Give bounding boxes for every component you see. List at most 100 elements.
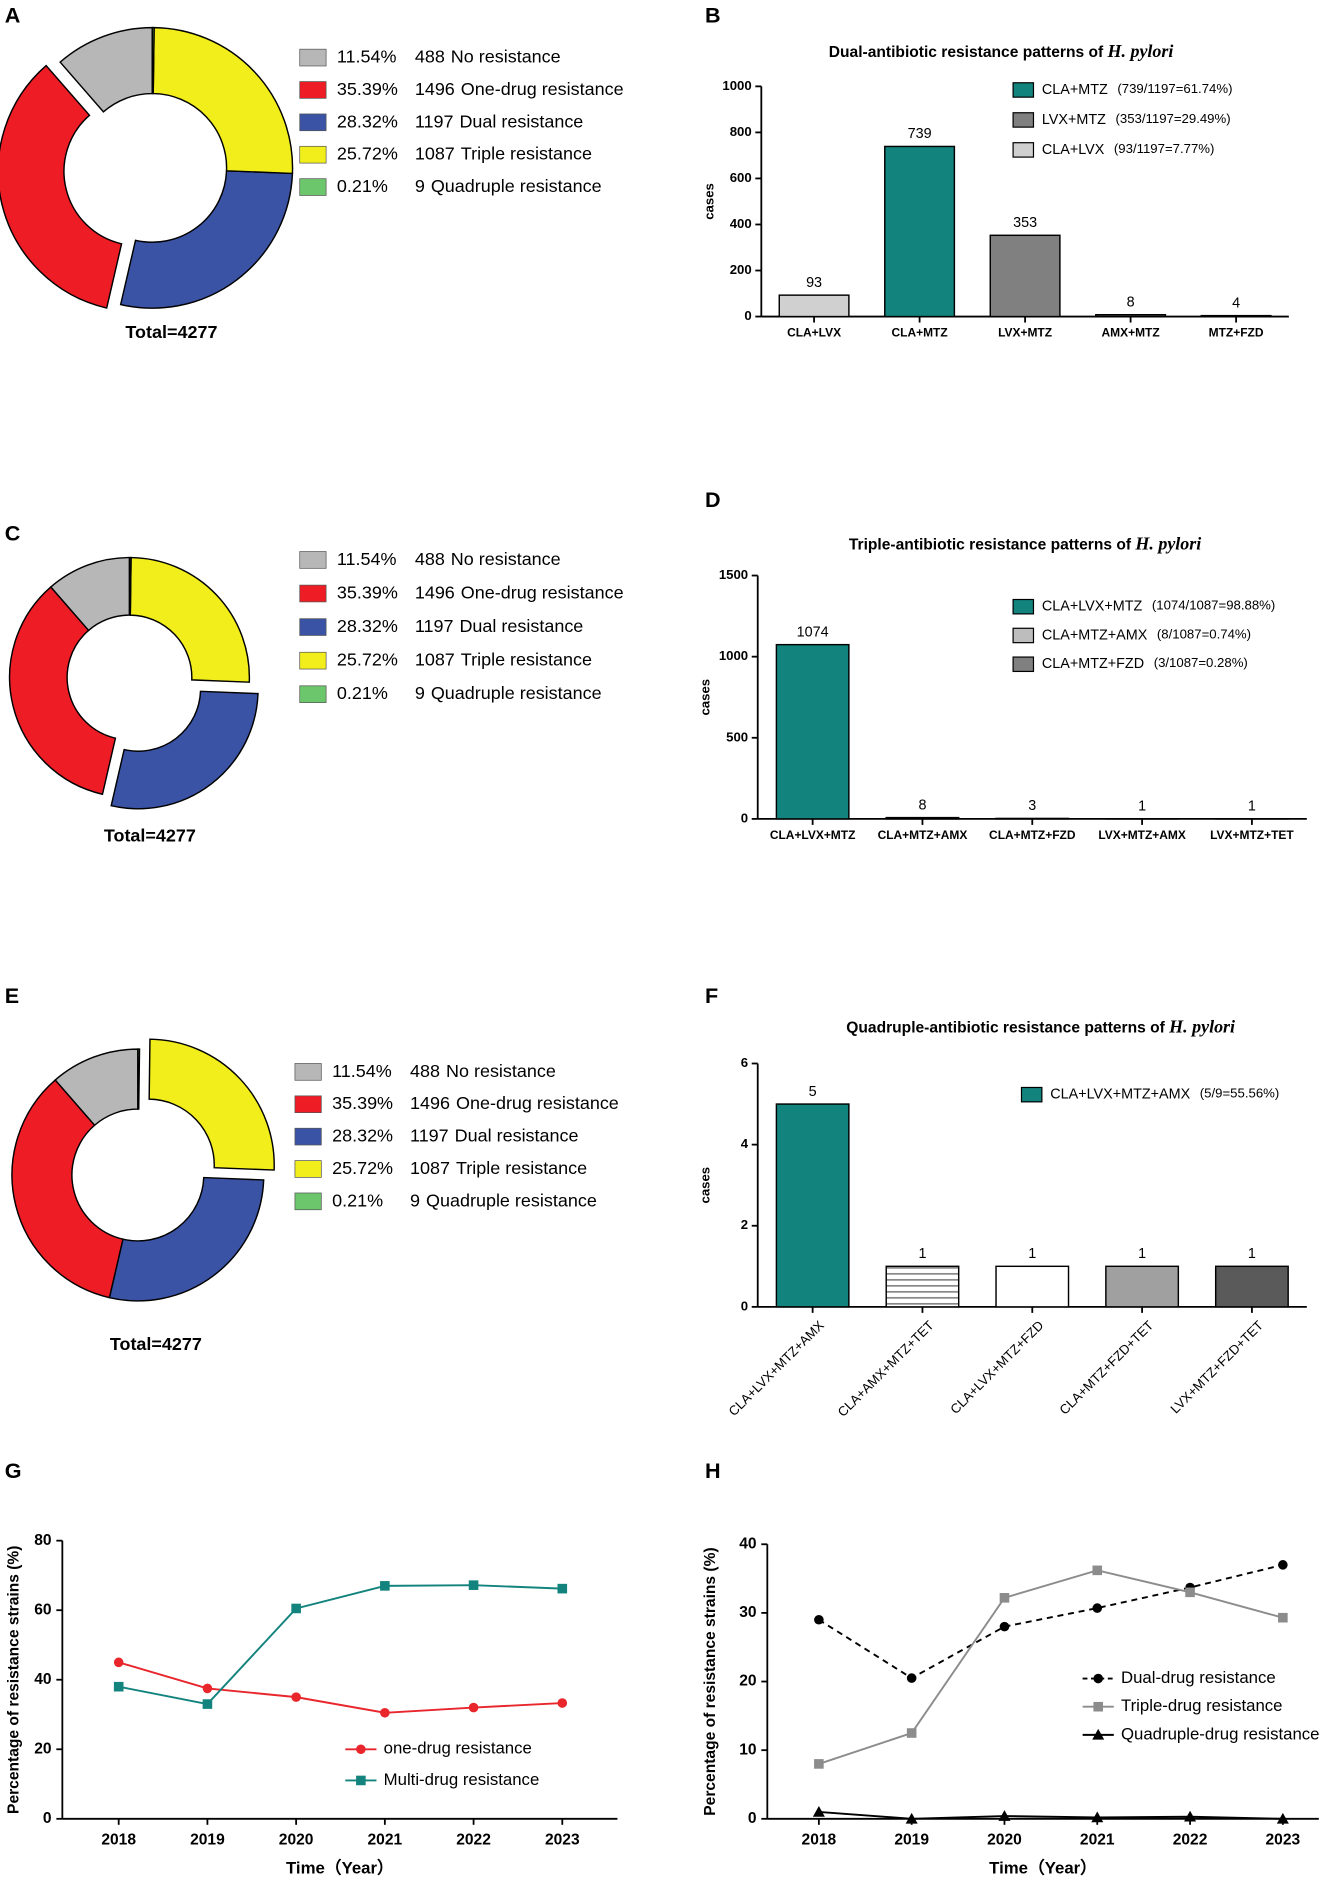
bar (884, 145, 956, 318)
donut-slice (110, 690, 259, 810)
legend-label: No resistance (451, 549, 561, 569)
legend-label: Triple resistance (461, 649, 592, 669)
legend-count: 9 (415, 176, 425, 196)
legend-note: (3/1087=0.28%) (1154, 656, 1248, 671)
legend-label: One-drug resistance (461, 79, 624, 99)
donut-slice (119, 170, 294, 309)
legend-count: 1496 (415, 582, 455, 602)
value-label: 353 (1013, 215, 1037, 231)
value-label: 3 (1028, 798, 1036, 814)
legend-count: 9 (415, 683, 425, 703)
panel-letter: H (705, 1458, 721, 1483)
legend-note: (93/1197=7.77%) (1114, 141, 1214, 156)
legend-note: (353/1197=29.49%) (1116, 111, 1231, 126)
marker (202, 1699, 213, 1709)
marker (999, 1593, 1010, 1603)
legend-swatch (1020, 1086, 1043, 1103)
legend-entry: 35.39% 1496 One-drug resistance (332, 1093, 619, 1113)
donut-slice (151, 26, 155, 95)
x-tick-label: CLA+LVX+MTZ+AMX (726, 1317, 827, 1418)
legend-swatch (1012, 112, 1035, 128)
legend-swatch (299, 81, 327, 99)
bar (885, 1265, 960, 1308)
legend-note: (739/1197=61.74%) (1117, 81, 1232, 96)
bar (775, 643, 850, 820)
bar (775, 1103, 850, 1308)
y-tick-label: 600 (730, 170, 752, 185)
marker (291, 1692, 301, 1702)
y-axis-label: Percentage of resistance strains (%) (5, 1546, 22, 1814)
legend-entry: 11.54% 488 No resistance (332, 1061, 556, 1081)
bar (989, 234, 1061, 318)
legend-entry: CLA+LVX+MTZ (1074/1087=98.88%) (1042, 598, 1275, 614)
marker (1276, 1812, 1289, 1824)
legend-count: 1496 (415, 79, 455, 99)
value-label: 8 (1127, 295, 1135, 311)
marker (557, 1583, 568, 1594)
y-tick-label: 200 (730, 262, 752, 277)
y-axis-label: cases (701, 183, 716, 220)
total-label: Total=4277 (110, 1334, 202, 1354)
y-tick-label: 20 (34, 1740, 52, 1757)
legend-count: 1087 (415, 143, 455, 163)
donut-slice (8, 586, 117, 796)
legend-entry: 35.39% 1496 One-drug resistance (337, 582, 624, 602)
legend-count: 488 (415, 549, 445, 569)
legend-entry: CLA+MTZ+AMX (8/1087=0.74%) (1042, 627, 1251, 643)
donut-slice (148, 1038, 275, 1171)
x-tick-label: MTZ+FZD (1209, 326, 1264, 340)
marker (906, 1728, 917, 1738)
legend-label: Dual resistance (459, 111, 583, 131)
legend-percent: 28.32% (332, 1125, 393, 1145)
bar (1200, 314, 1272, 318)
x-tick-label: CLA+LVX+MTZ (770, 828, 856, 842)
legend-percent: 11.54% (337, 549, 397, 569)
legend-percent: 35.39% (337, 582, 398, 602)
value-label: 1 (918, 1246, 926, 1262)
legend-swatch (1012, 627, 1035, 644)
x-tick-label: 2018 (802, 1832, 837, 1849)
marker (1091, 1811, 1104, 1823)
legend-swatch (299, 113, 327, 132)
y-tick-label: 30 (739, 1604, 757, 1621)
x-tick-label: 2019 (894, 1832, 929, 1849)
marker (999, 1621, 1010, 1632)
panel-letter: D (705, 487, 721, 512)
y-tick-label: 0 (741, 810, 748, 825)
title-text: Quadruple-antibiotic resistance patterns… (846, 1020, 1169, 1037)
legend-percent: 0.21% (332, 1190, 383, 1210)
bar (1214, 1265, 1289, 1308)
legend-entry: 11.54% 488 No resistance (337, 549, 561, 569)
y-tick-label: 1000 (719, 648, 748, 663)
legend-swatch (299, 651, 327, 670)
legend-entry: 25.72% 1087 Triple resistance (337, 143, 592, 163)
x-tick-label: CLA+MTZ+FZD (989, 828, 1076, 842)
series-line (118, 1661, 563, 1714)
legend-count: 1197 (415, 616, 454, 636)
legend-percent: 11.54% (337, 46, 397, 66)
value-label: 93 (806, 275, 822, 291)
legend-percent: 35.39% (337, 79, 398, 99)
marker (202, 1683, 213, 1694)
y-tick-label: 60 (34, 1601, 52, 1618)
value-label: 1 (1138, 799, 1146, 815)
y-tick-label: 80 (34, 1532, 52, 1549)
bar (1095, 313, 1167, 318)
marker (906, 1673, 917, 1683)
x-tick-label: 2020 (279, 1832, 314, 1849)
legend-percent: 0.21% (337, 683, 388, 703)
legend-swatch (299, 618, 327, 636)
legend-entry: CLA+LVX (93/1197=7.77%) (1042, 141, 1215, 157)
series-line (818, 1811, 1283, 1820)
marker (468, 1702, 479, 1713)
x-axis-label: Time（Year） (989, 1858, 1097, 1878)
legend-label: Triple resistance (461, 143, 592, 163)
legend-entry: 0.21% 9 Quadruple resistance (337, 176, 602, 196)
legend-swatch (299, 178, 327, 196)
marker (380, 1581, 390, 1591)
y-tick-label: 6 (741, 1055, 748, 1070)
value-label: 1 (1138, 1246, 1146, 1262)
chart-title: Dual-antibiotic resistance patterns of H… (829, 41, 1174, 61)
legend-swatch (299, 145, 327, 164)
legend-label: One-drug resistance (461, 582, 624, 602)
